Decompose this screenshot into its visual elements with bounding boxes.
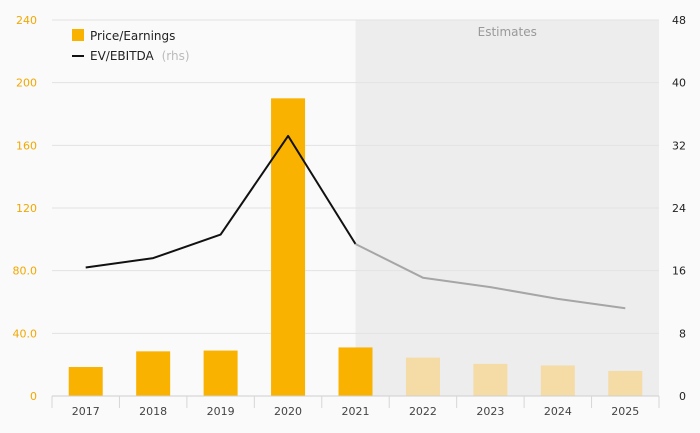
line-series-ev-ebitda: [85, 134, 626, 310]
legend-label-ev-ebitda-name: EV/EBITDA: [90, 49, 155, 63]
y-right-tick-label: 48: [672, 14, 686, 27]
line-segment-estimate: [355, 243, 626, 310]
x-tick-label: 2019: [207, 405, 235, 418]
y-left-tick-label: 200: [16, 77, 37, 90]
bar: [405, 357, 440, 396]
y-right-tick-label: 0: [679, 390, 686, 403]
bar: [338, 347, 373, 396]
y-left-tick-label: 160: [16, 139, 37, 152]
y-left-tick-label: 40.0: [13, 327, 38, 340]
line-segment-actual: [85, 134, 357, 269]
legend-label-ev-ebitda: EV/EBITDA (rhs): [90, 49, 190, 63]
y-left-tick-label: 120: [16, 202, 37, 215]
bar: [203, 350, 238, 396]
y-left-tick-label: 0: [30, 390, 37, 403]
bar: [136, 351, 171, 396]
x-tick-label: 2024: [544, 405, 572, 418]
x-tick-label: 2020: [274, 405, 302, 418]
y-right-tick-label: 32: [672, 139, 686, 152]
bar: [608, 370, 643, 396]
y-right-tick-label: 8: [679, 327, 686, 340]
y-left-tick-label: 240: [16, 14, 37, 27]
gridlines: [52, 19, 659, 334]
bar: [68, 367, 103, 396]
y-left-tick-label: 80.0: [13, 265, 38, 278]
legend-label-rhs: (rhs): [162, 49, 190, 63]
x-tick-label: 2025: [611, 405, 639, 418]
legend: Price/Earnings EV/EBITDA (rhs): [72, 29, 190, 63]
x-tick-label: 2017: [72, 405, 100, 418]
legend-label-price-earnings: Price/Earnings: [90, 29, 175, 43]
bar-series-price-earnings: [68, 98, 643, 396]
x-tick-label: 2023: [476, 405, 504, 418]
estimates-label: Estimates: [478, 25, 537, 39]
bar: [473, 363, 508, 396]
legend-swatch-price-earnings: [72, 29, 84, 41]
axes: 0 0 40.0 8 80.0 16 120 24 160 32 200 40 240 48 2017 201…: [13, 14, 687, 418]
x-tick-label: 2021: [342, 405, 370, 418]
bar: [271, 98, 306, 396]
y-right-tick-label: 40: [672, 77, 686, 90]
bar: [540, 365, 575, 396]
x-tick-label: 2022: [409, 405, 437, 418]
y-right-tick-label: 16: [672, 265, 686, 278]
y-right-tick-label: 24: [672, 202, 686, 215]
x-tick-label: 2018: [139, 405, 167, 418]
